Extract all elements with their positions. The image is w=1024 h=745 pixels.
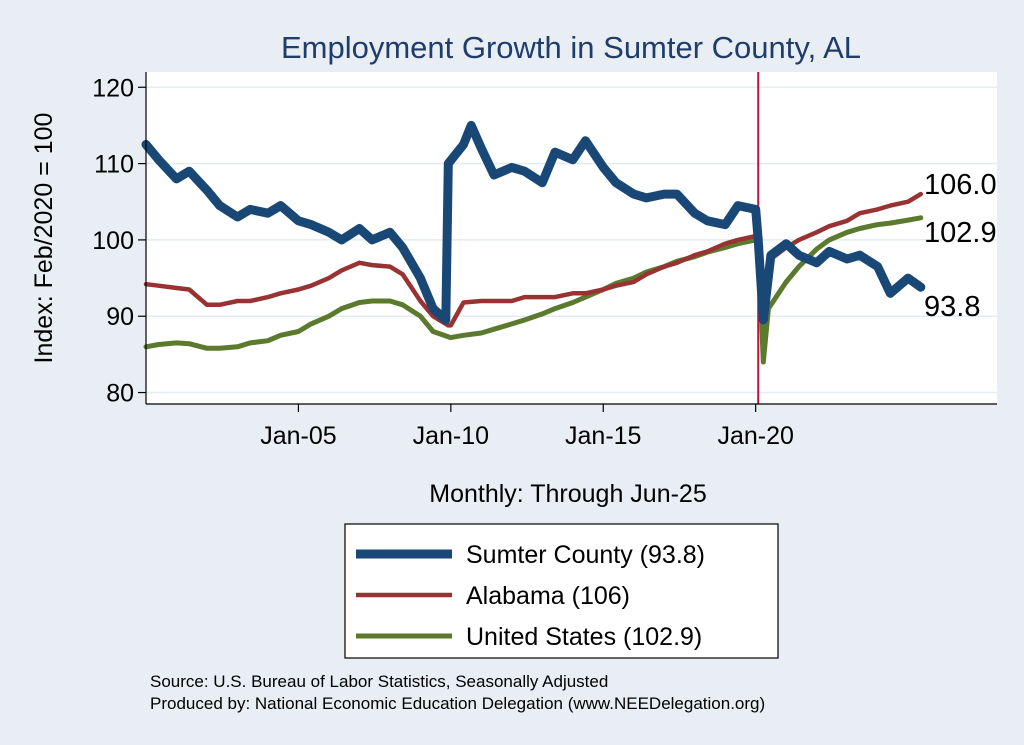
legend-label: Sumter County (93.8) xyxy=(466,541,705,569)
x-tick-label: Jan-10 xyxy=(413,422,489,450)
source-note: Source: U.S. Bureau of Labor Statistics,… xyxy=(150,672,608,691)
end-value-label: 102.9 xyxy=(924,217,997,249)
x-axis-title: Monthly: Through Jun-25 xyxy=(429,480,706,508)
series-line xyxy=(141,120,926,325)
y-tick-label: 110 xyxy=(94,151,134,179)
x-tick-label: Jan-15 xyxy=(565,422,641,450)
y-tick-label: 120 xyxy=(92,74,134,102)
produced-by-note: Produced by: National Economic Education… xyxy=(150,694,765,713)
x-tick-labels: Jan-05 Jan-10 Jan-15 Jan-20 xyxy=(260,422,794,450)
series-group xyxy=(141,120,926,365)
series-line xyxy=(143,215,924,365)
chart-title: Employment Growth in Sumter County, AL xyxy=(281,30,861,65)
axes xyxy=(138,72,997,412)
x-tick-label: Jan-05 xyxy=(260,422,336,450)
y-axis-title: Index: Feb/2020 = 100 xyxy=(30,113,58,364)
end-value-label: 106.0 xyxy=(924,169,997,201)
y-tick-label: 90 xyxy=(106,303,134,331)
plot-area xyxy=(146,72,997,404)
end-labels: 106.0 102.9 93.8 xyxy=(924,169,997,323)
legend-label: United States (102.9) xyxy=(466,623,702,651)
legend-items: Sumter County (93.8) Alabama (106) United … xyxy=(356,541,705,651)
y-tick-labels: 80 90 100 110 120 xyxy=(92,74,134,407)
x-tick-label: Jan-20 xyxy=(717,422,793,450)
legend: Sumter County (93.8) Alabama (106) United … xyxy=(344,523,779,659)
end-value-label: 93.8 xyxy=(924,291,980,323)
legend-label: Alabama (106) xyxy=(466,582,630,610)
y-tick-label: 100 xyxy=(92,227,134,255)
y-tick-label: 80 xyxy=(106,380,134,408)
